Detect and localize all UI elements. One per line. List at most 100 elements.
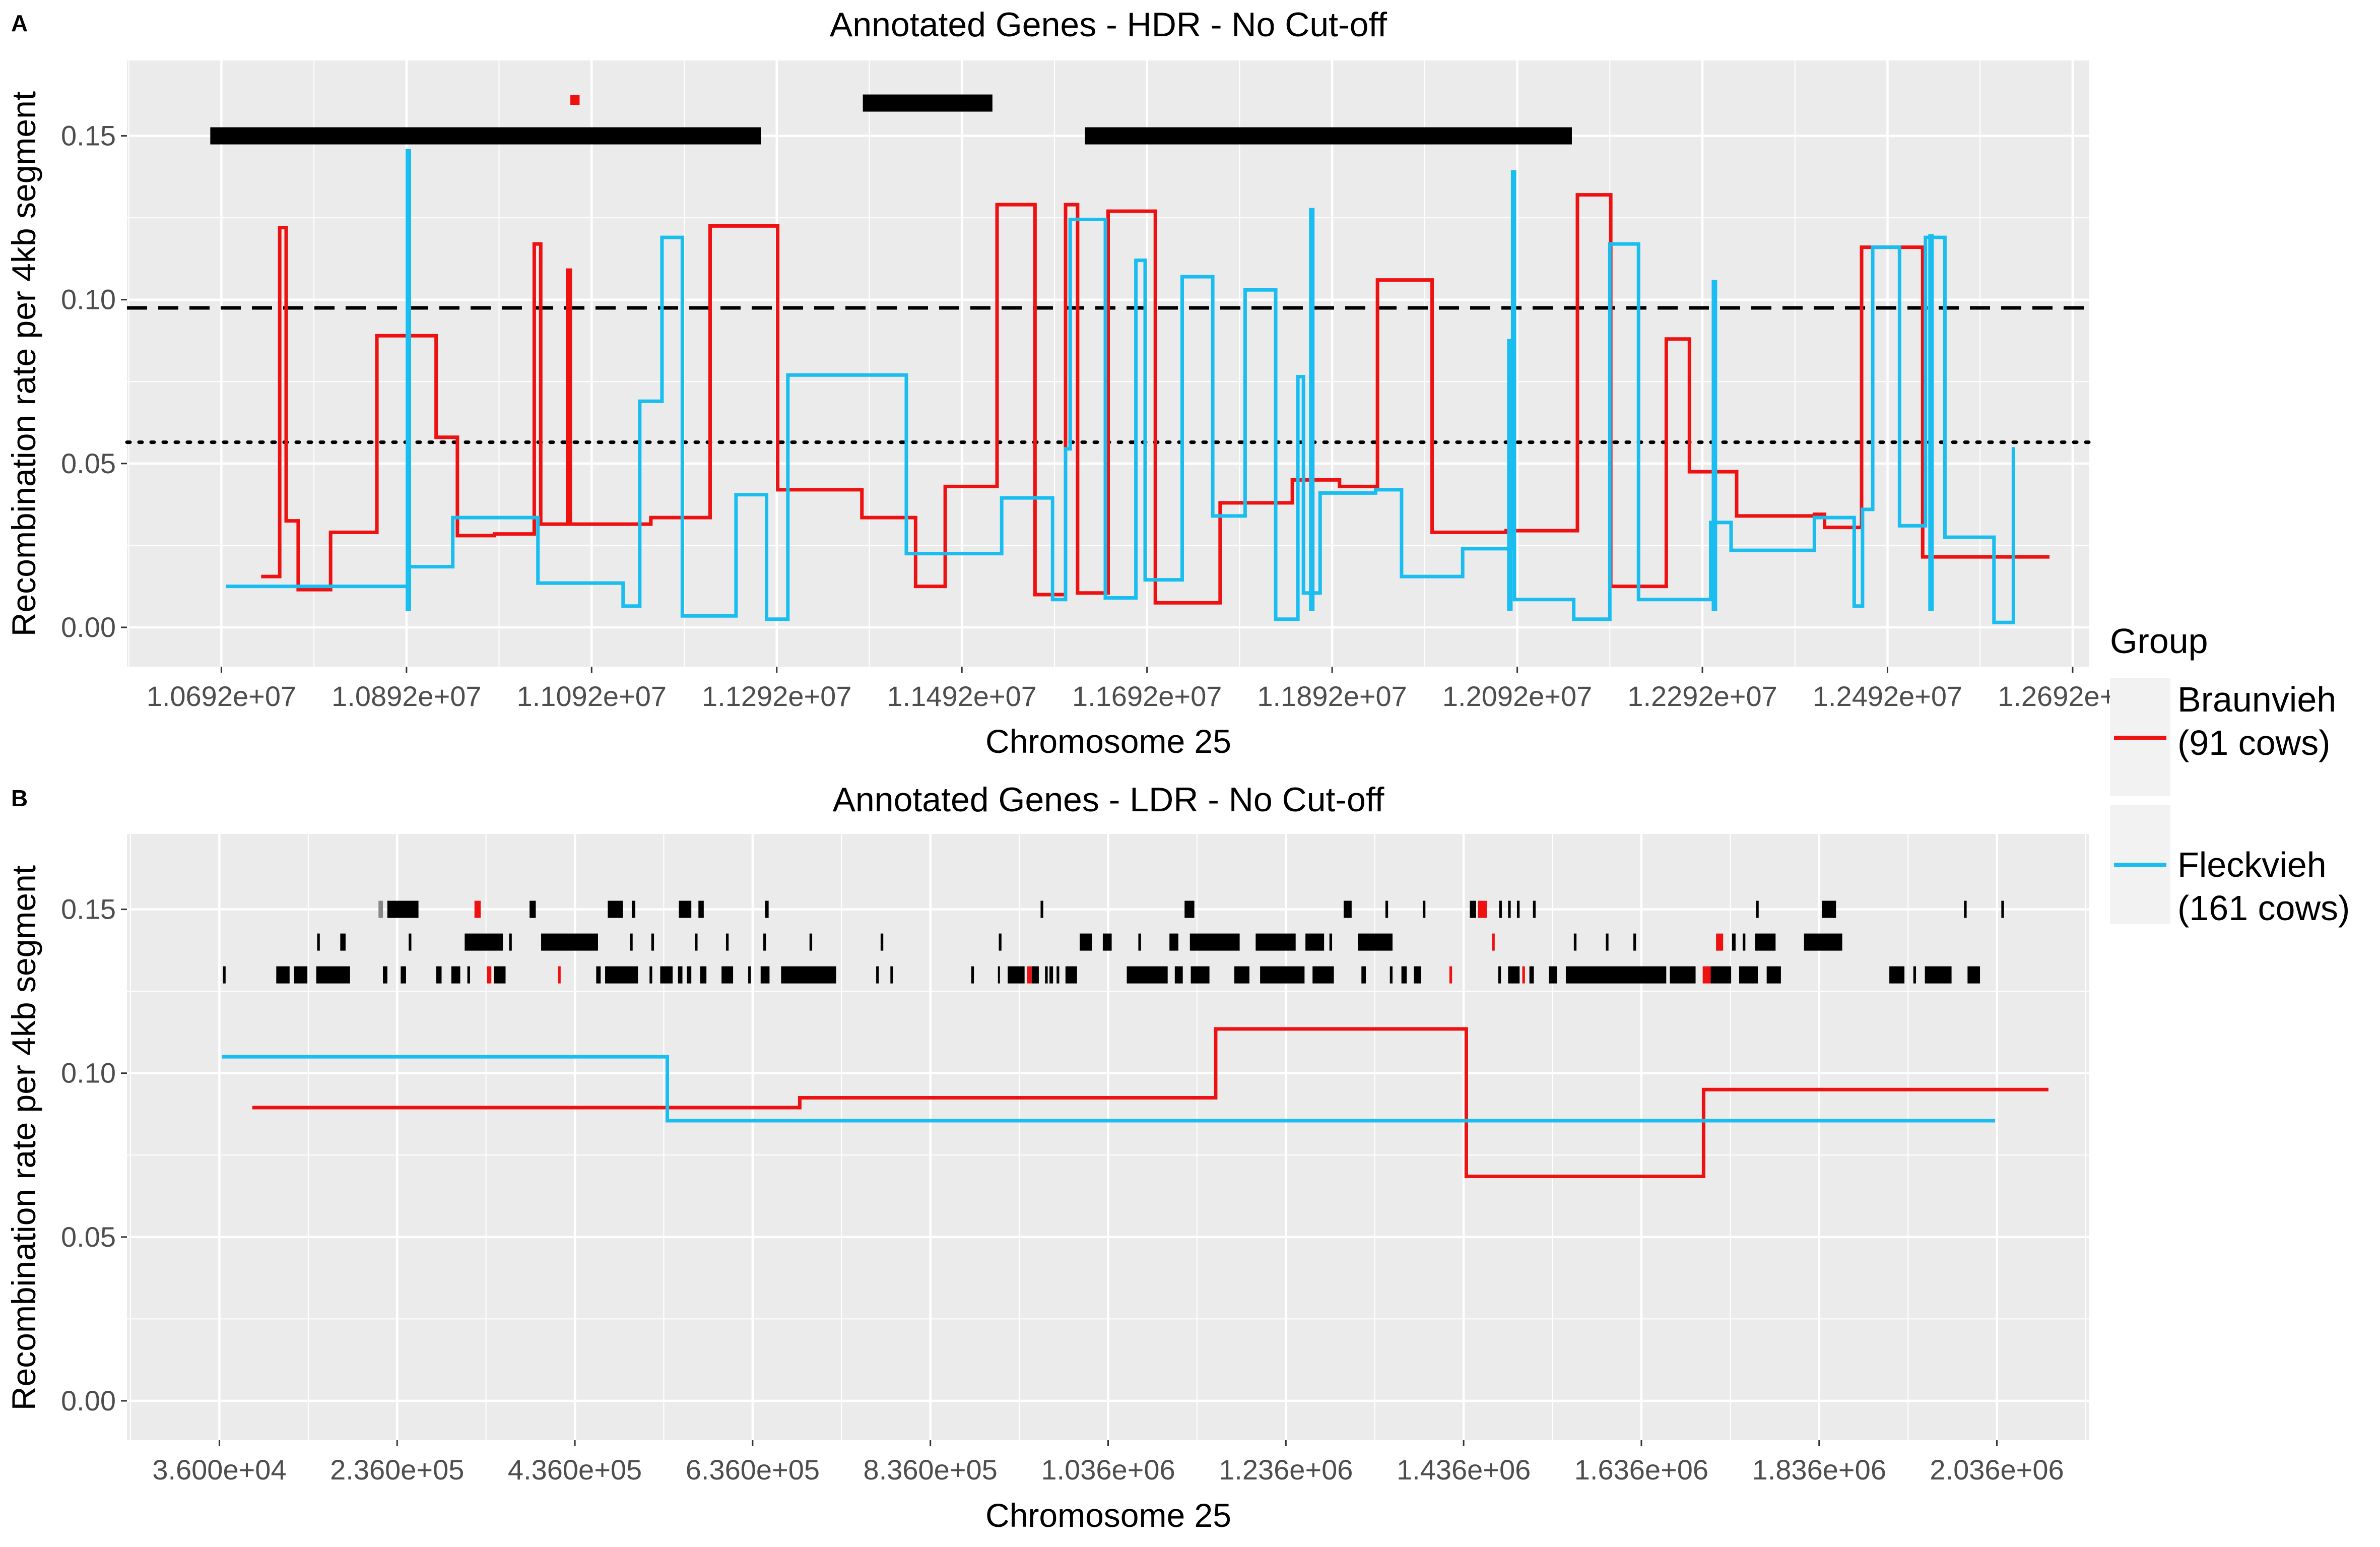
panel-a-gene-track	[210, 94, 1572, 145]
gene-bar	[383, 966, 387, 984]
gene-bar	[1358, 933, 1393, 951]
gene-bar	[596, 966, 601, 984]
panel-b-y-axis-title: Recombination rate per 4kb segment	[5, 865, 42, 1410]
x-tick-label: 1.0692e+07	[147, 680, 296, 712]
gene-bar	[1390, 966, 1393, 984]
gene-bar	[1913, 966, 1916, 984]
gene-bar	[1174, 966, 1183, 984]
gene-bar	[401, 966, 406, 984]
gene-bar	[725, 933, 729, 951]
x-tick-label: 1.1892e+07	[1257, 680, 1407, 712]
panel-a-title: Annotated Genes - HDR - No Cut-off	[830, 6, 1387, 44]
gene-bar	[1702, 966, 1711, 984]
x-tick-label: 1.2492e+07	[1813, 680, 1962, 712]
gene-bar	[700, 966, 707, 984]
gene-bar	[880, 933, 884, 951]
gene-bar	[695, 933, 698, 951]
gene-bar	[1499, 900, 1502, 918]
gene-bar	[605, 966, 638, 984]
panel-a-tag: A	[11, 10, 28, 36]
gene-bar	[1522, 966, 1525, 984]
legend-label-fleckvieh-count: (161 cows)	[2177, 888, 2350, 928]
x-tick-label: 1.836e+06	[1752, 1454, 1886, 1486]
gene-bar	[1305, 933, 1325, 951]
gene-bar	[698, 900, 704, 918]
gene-bar	[474, 900, 481, 918]
gene-bar	[558, 966, 561, 984]
gene-bar	[1756, 900, 1759, 918]
gene-bar	[1008, 966, 1025, 984]
gene-bar	[1743, 933, 1746, 951]
gene-bar	[1401, 966, 1407, 984]
gene-bar	[1606, 933, 1609, 951]
gene-bar	[530, 900, 536, 918]
gene-bar	[1967, 966, 1980, 984]
series-line-fleckvieh	[222, 1055, 1996, 1123]
gene-bar	[436, 966, 442, 984]
x-tick-label: 1.2292e+07	[1627, 680, 1777, 712]
gene-bar	[1184, 900, 1195, 918]
gene-bar	[1498, 966, 1501, 984]
x-tick-label: 1.1092e+07	[517, 680, 667, 712]
gene-bar	[998, 966, 1000, 984]
panel-a-y-axis-title: Recombination rate per 4kb segment	[5, 91, 42, 636]
gene-bar	[1573, 933, 1577, 951]
gene-bar	[1031, 966, 1039, 984]
y-tick-label: 0.05	[61, 447, 116, 479]
gene-bar	[1822, 900, 1836, 918]
gene-bar	[2001, 900, 2004, 918]
gene-bar	[1470, 900, 1476, 918]
y-tick-label: 0.15	[61, 893, 116, 925]
gene-bar	[999, 933, 1002, 951]
gene-bar	[631, 900, 636, 918]
gene-bar	[781, 966, 836, 984]
panel-a-x-axis-title: Chromosome 25	[985, 723, 1231, 760]
gene-bar	[763, 933, 766, 951]
gene-bar	[467, 966, 470, 984]
y-tick-label: 0.05	[61, 1221, 116, 1253]
panel-b-tag: B	[11, 785, 28, 811]
gene-bar	[317, 933, 320, 951]
gene-bar	[1080, 933, 1092, 951]
panel-b: B Annotated Genes - LDR - No Cut-off 3.6…	[5, 781, 2089, 1534]
gene-bar	[1508, 900, 1511, 918]
gene-bar	[1478, 900, 1487, 918]
gene-bar	[890, 966, 893, 984]
gene-bar	[1716, 933, 1724, 951]
gene-bar	[649, 966, 652, 984]
panel-b-gene-track	[223, 900, 2004, 984]
gene-bar	[387, 900, 419, 918]
x-tick-label: 1.1492e+07	[887, 680, 1037, 712]
gene-bar	[1766, 966, 1781, 984]
gene-bar	[541, 933, 598, 951]
gene-bar	[276, 966, 290, 984]
gene-bar	[1710, 966, 1732, 984]
gene-bar	[1027, 966, 1032, 984]
panel-b-x-axis-title: Chromosome 25	[985, 1497, 1231, 1534]
gene-bar	[1804, 933, 1842, 951]
series-line-braunvieh	[261, 193, 2050, 605]
x-tick-label: 8.360e+05	[864, 1454, 998, 1486]
panel-b-title: Annotated Genes - LDR - No Cut-off	[833, 781, 1384, 819]
x-tick-label: 1.0892e+07	[332, 680, 481, 712]
gene-bar	[687, 966, 692, 984]
gene-bar	[1492, 933, 1495, 951]
panel-b-axis-ticks: 3.600e+04 2.360e+05 4.360e+05 6.360e+05 8.36…	[61, 893, 2064, 1486]
x-tick-label: 2.360e+05	[330, 1454, 464, 1486]
gene-bar	[1508, 966, 1520, 984]
gene-bar	[1549, 966, 1557, 984]
gene-bar	[1670, 966, 1696, 984]
gene-bar	[760, 966, 770, 984]
gene-bar	[1889, 966, 1905, 984]
gene-bar	[1755, 933, 1776, 951]
gene-bar	[1516, 900, 1520, 918]
y-tick-label: 0.15	[61, 120, 116, 152]
gene-bar	[1529, 966, 1534, 984]
x-tick-label: 1.2092e+07	[1442, 680, 1592, 712]
gene-bar	[1065, 966, 1077, 984]
gene-bar	[748, 966, 751, 984]
gene-bar	[1234, 966, 1249, 984]
gene-bar	[465, 933, 503, 951]
gene-bar	[509, 933, 512, 951]
